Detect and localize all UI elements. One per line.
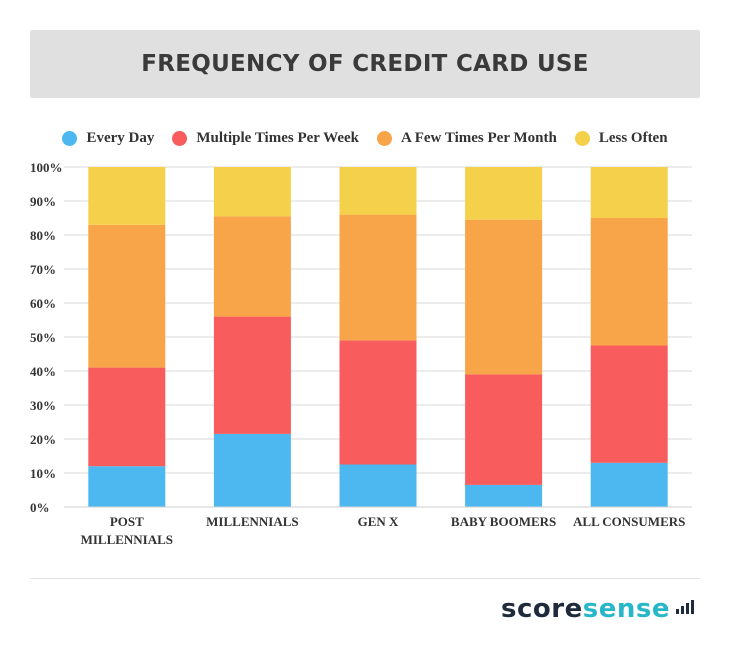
x-tick-label-0-line-1: MILLENNIALS: [81, 532, 173, 547]
bar-segment-4-2: [590, 218, 668, 346]
bar-segment-0-0: [88, 466, 166, 507]
legend-label-3: Less Often: [598, 129, 668, 146]
y-tick-label-5: 50%: [30, 330, 56, 345]
y-tick-label-8: 80%: [30, 228, 56, 243]
x-tick-label-1: MILLENNIALS: [206, 514, 298, 529]
legend-item-1: Multiple Times Per Week: [172, 130, 359, 147]
bar-segment-2-0: [339, 464, 417, 507]
bar-segment-0-2: [88, 224, 166, 368]
y-tick-label-3: 30%: [30, 398, 56, 413]
bar-segment-1-2: [213, 216, 291, 317]
bar-segment-3-3: [465, 167, 543, 220]
legend-label-1: Multiple Times Per Week: [196, 129, 359, 146]
signal-bars-icon: [674, 600, 694, 614]
bar-segment-2-1: [339, 340, 417, 465]
legend-label-0: Every Day: [86, 129, 155, 146]
scoresense-logo: scoresense: [501, 596, 694, 622]
legend-item-0: Every Day: [62, 130, 154, 147]
y-tick-label-1: 10%: [30, 466, 56, 481]
chart-legend: Every Day Multiple Times Per Week A Few Ti…: [0, 126, 730, 150]
bar-segment-1-3: [213, 167, 291, 217]
bar-segment-3-0: [465, 484, 543, 507]
x-tick-label-3: BABY BOOMERS: [451, 514, 556, 529]
bar-segment-4-3: [590, 167, 668, 218]
x-tick-label-2: GEN X: [358, 514, 399, 529]
bar-segment-0-3: [88, 167, 166, 225]
chart-title: FREQUENCY OF CREDIT CARD USE: [141, 51, 589, 77]
bar-segment-4-1: [590, 345, 668, 463]
x-tick-label-0-line-0: POST: [110, 514, 144, 529]
y-tick-label-9: 90%: [30, 194, 56, 209]
bar-segment-1-1: [213, 316, 291, 434]
legend-swatch-1: [172, 130, 188, 146]
logo-wordmark: scoresense: [501, 594, 670, 624]
bar-segment-4-0: [590, 462, 668, 507]
stacked-bar-chart: 0% 10% 20% 30% 40% 50% 60% 70% 80% 90% 100% POST MIL…: [30, 160, 692, 547]
bar-segment-3-1: [465, 374, 543, 485]
bar-segment-3-2: [465, 219, 543, 375]
legend-swatch-3: [574, 130, 590, 146]
bar-segment-0-1: [88, 367, 166, 467]
legend-item-3: Less Often: [574, 129, 668, 147]
y-tick-label-2: 20%: [30, 432, 56, 447]
y-tick-label-10: 100%: [30, 160, 63, 175]
legend-item-2: A Few Times Per Month: [376, 129, 557, 147]
legend-swatch-2: [376, 130, 392, 146]
x-tick-label-4: ALL CONSUMERS: [573, 514, 685, 529]
bar-segment-2-2: [339, 214, 417, 341]
y-tick-label-0: 0%: [30, 500, 50, 515]
legend-label-2: A Few Times Per Month: [400, 129, 557, 146]
y-tick-label-7: 70%: [30, 262, 56, 277]
y-tick-label-6: 60%: [30, 296, 56, 311]
bar-segment-2-3: [339, 167, 417, 215]
footer-divider: [30, 578, 700, 579]
y-tick-label-4: 40%: [30, 364, 56, 379]
legend-swatch-0: [62, 130, 78, 146]
bar-segment-1-0: [213, 433, 291, 507]
title-banner: FREQUENCY OF CREDIT CARD USE: [30, 30, 700, 98]
